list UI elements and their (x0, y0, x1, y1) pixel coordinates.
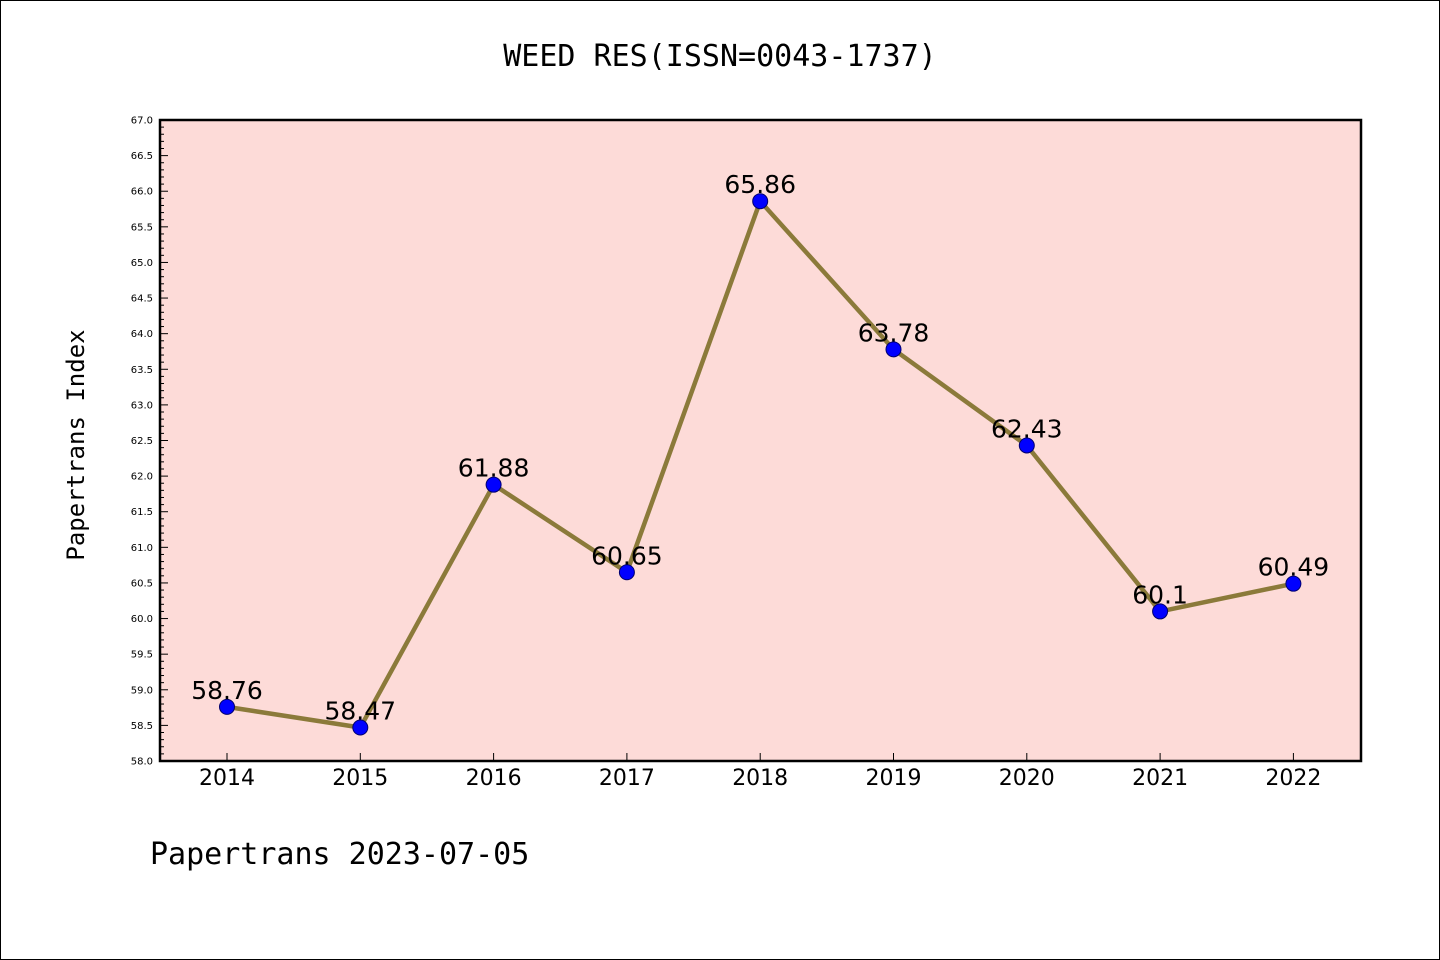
y-tick-label: 59.0 (131, 685, 153, 696)
y-axis-label: Papertrans Index (62, 329, 90, 560)
y-tick-label: 59.5 (131, 650, 153, 661)
y-tick-label: 62.0 (131, 472, 153, 483)
y-tick-label: 66.0 (131, 187, 153, 198)
series-group: 58.76 58.47 61.88 60.65 65.86 63.78 62.43 60.1 6… (191, 170, 1330, 736)
chart-title: WEED RES(ISSN=0043-1737) (503, 39, 936, 74)
y-tick-label: 58.0 (131, 757, 153, 768)
data-point (618, 564, 635, 581)
data-label: 60.49 (1258, 553, 1330, 582)
y-tick-label: 61.0 (131, 543, 153, 554)
y-tick-label: 60.0 (131, 614, 153, 625)
data-point (485, 476, 502, 493)
plot-area (160, 120, 1361, 761)
x-tick-label: 2016 (466, 766, 522, 791)
x-tick-label: 2021 (1132, 766, 1188, 791)
footer-credit: Papertrans 2023-07-05 (150, 837, 529, 872)
data-label: 60.65 (591, 541, 663, 570)
x-tick-label: 2018 (732, 766, 788, 791)
x-tick-label: 2019 (866, 766, 922, 791)
y-tick-label: 60.5 (131, 578, 153, 589)
data-label: 62.43 (991, 414, 1063, 443)
data-point (752, 193, 769, 210)
data-label: 63.78 (858, 318, 930, 347)
y-tick-label: 63.0 (131, 400, 153, 411)
x-tick-label: 2022 (1265, 766, 1321, 791)
y-tick-label: 64.5 (131, 294, 153, 305)
data-point (219, 698, 235, 715)
x-tick-label: 2014 (199, 766, 255, 791)
y-tick-label: 65.5 (131, 222, 153, 233)
y-tick-label: 58.5 (131, 721, 153, 732)
x-tick-label: 2015 (332, 766, 388, 791)
y-tick-label: 66.5 (131, 151, 153, 162)
data-point (1285, 575, 1302, 592)
data-label: 60.1 (1132, 580, 1188, 609)
y-tick-label: 63.5 (131, 365, 153, 376)
data-point (1152, 603, 1169, 620)
x-tick-label: 2020 (999, 766, 1055, 791)
x-tick-label: 2017 (599, 766, 655, 791)
data-label: 58.76 (191, 676, 263, 705)
y-tick-label: 67.0 (131, 116, 153, 127)
y-tick-label: 61.5 (131, 507, 153, 518)
data-label: 58.47 (325, 697, 397, 726)
data-label: 61.88 (458, 454, 530, 483)
x-axis-ticks: 2014 2015 2016 2017 2018 2019 2020 2021 2022 (199, 753, 1321, 791)
data-point (352, 719, 369, 736)
data-label: 65.86 (724, 170, 796, 199)
y-tick-label: 65.0 (131, 258, 153, 269)
y-tick-label: 64.0 (131, 329, 153, 340)
y-tick-label: 62.5 (131, 436, 153, 447)
data-point (885, 341, 902, 358)
plot-frame (158, 118, 1363, 763)
data-point (1018, 437, 1035, 454)
